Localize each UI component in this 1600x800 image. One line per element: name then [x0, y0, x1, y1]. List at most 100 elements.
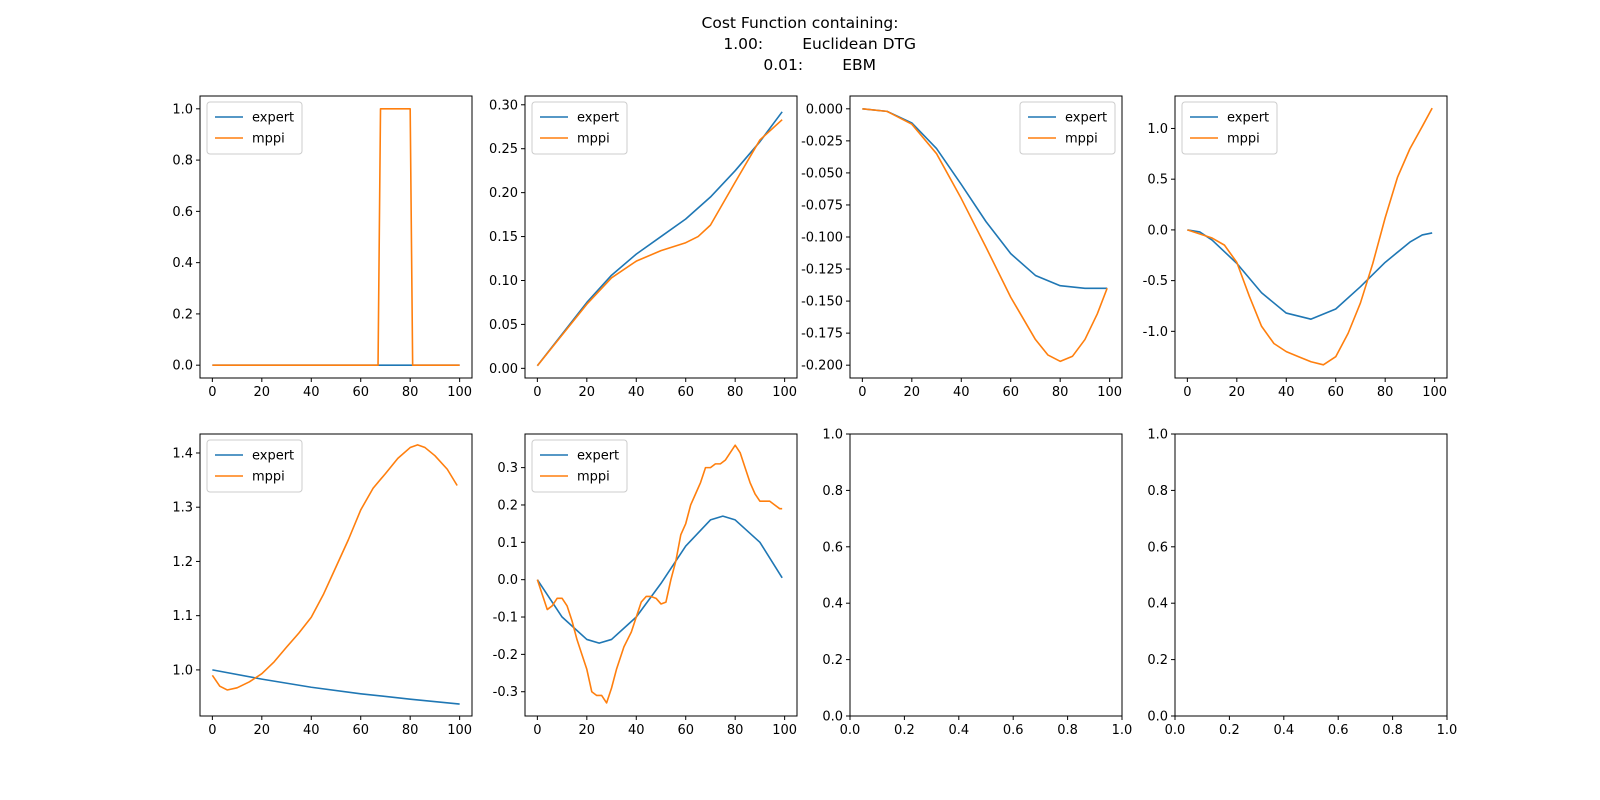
y-tick-label: 1.1: [172, 609, 193, 624]
x-tick-label: 0.0: [1165, 723, 1186, 738]
x-tick-label: 100: [772, 723, 797, 738]
y-tick-label: 0.0: [822, 710, 843, 725]
y-tick-label: 1.0: [822, 428, 843, 443]
y-tick-label: 0.00: [489, 362, 518, 377]
x-tick-label: 60: [1327, 385, 1344, 400]
y-tick-label: 0.30: [489, 98, 518, 113]
y-tick-label: -0.150: [801, 295, 843, 310]
x-tick-label: 20: [1229, 385, 1246, 400]
y-tick-label: 0.8: [172, 154, 193, 169]
y-tick-label: 0.20: [489, 186, 518, 201]
legend-label-mppi: mppi: [252, 132, 285, 147]
legend-box: [1019, 101, 1116, 155]
x-tick-label: 100: [447, 723, 472, 738]
x-tick-label: 80: [1377, 385, 1394, 400]
y-tick-label: -0.125: [801, 263, 843, 278]
legend-label-mppi: mppi: [1227, 132, 1260, 147]
title-line-2: 1.00: Euclidean DTG: [683, 35, 917, 53]
y-tick-label: 0.15: [489, 230, 518, 245]
x-tick-label: 20: [904, 385, 921, 400]
y-tick-label: 0.05: [489, 318, 518, 333]
x-tick-label: 0.4: [1273, 723, 1294, 738]
x-tick-label: 40: [1278, 385, 1295, 400]
title-line-1: Cost Function containing:: [701, 14, 899, 32]
y-tick-label: 0.5: [1147, 173, 1168, 188]
y-tick-label: 1.0: [172, 102, 193, 117]
legend-label-expert: expert: [252, 111, 294, 126]
legend-box: [1181, 101, 1278, 155]
subplot-8: 0.0 0.2 0.4 0.6 0.8 1.0 0.0 0.2 0.4 0.6 0.8 1.0: [1147, 428, 1457, 739]
y-tick-label: 0.6: [172, 205, 193, 220]
y-tick-label: 0.0: [1147, 710, 1168, 725]
subplot-3: 0 20 40 60 80 100 0.000 -0.025 -0.050 -0.075 -0.10…: [801, 95, 1123, 400]
y-tick-label: -0.5: [1143, 274, 1168, 289]
legend: expert mppi: [1181, 101, 1278, 155]
series-line-expert: [536, 111, 783, 367]
axes-frame: [199, 433, 473, 717]
legend-label-expert: expert: [252, 449, 294, 464]
y-tick-label: 0.4: [822, 597, 843, 612]
legend-box: [206, 439, 303, 493]
x-tick-label: 60: [352, 723, 369, 738]
y-tick-label: -0.075: [801, 198, 843, 213]
x-tick-label: 80: [1052, 385, 1069, 400]
legend: expert mppi: [206, 101, 303, 155]
x-tick-label: 40: [953, 385, 970, 400]
y-tick-label: -0.175: [801, 327, 843, 342]
figure-title: Cost Function containing: 1.00: Euclidea…: [0, 13, 1600, 76]
subplot-5: 0 20 40 60 80 100 1.0 1.1 1.2 1.3 1.4 expert mppi: [172, 433, 473, 738]
x-tick-label: 0: [533, 385, 541, 400]
legend: expert mppi: [206, 439, 303, 493]
x-tick-label: 60: [1002, 385, 1019, 400]
x-tick-label: 0: [858, 385, 866, 400]
legend-label-expert: expert: [1065, 111, 1107, 126]
subplot-1: 0 20 40 60 80 100 0.0 0.2 0.4 0.6 0.8 1.0 expert mppi: [172, 95, 473, 400]
y-tick-label: 1.2: [172, 555, 193, 570]
y-tick-label: 0.8: [1147, 484, 1168, 499]
x-tick-label: 80: [402, 723, 419, 738]
subplot-2: 0 20 40 60 80 100 0.00 0.05 0.10 0.15 0.20 0.25 0.30…: [489, 95, 798, 400]
y-tick-label: 0.2: [1147, 653, 1168, 668]
subplot-7: 0.0 0.2 0.4 0.6 0.8 1.0 0.0 0.2 0.4 0.6 0.8 1.0: [822, 428, 1132, 739]
x-tick-label: 0.8: [1057, 723, 1078, 738]
y-tick-label: 0.2: [497, 498, 518, 513]
x-tick-label: 0.8: [1382, 723, 1403, 738]
legend-label-mppi: mppi: [252, 470, 285, 485]
legend-label-expert: expert: [577, 449, 619, 464]
x-tick-label: 0: [1183, 385, 1191, 400]
x-tick-label: 0.0: [840, 723, 861, 738]
legend-box: [206, 101, 303, 155]
x-tick-label: 0.6: [1003, 723, 1024, 738]
y-tick-label: 0.000: [806, 102, 843, 117]
x-tick-label: 40: [628, 723, 645, 738]
y-tick-label: -0.1: [493, 611, 518, 626]
x-tick-label: 20: [254, 385, 271, 400]
y-tick-label: -0.2: [493, 648, 518, 663]
y-tick-label: 1.0: [172, 663, 193, 678]
y-tick-label: 1.0: [1147, 122, 1168, 137]
y-tick-label: -0.100: [801, 231, 843, 246]
y-tick-label: 1.0: [1147, 428, 1168, 443]
x-tick-label: 60: [352, 385, 369, 400]
y-tick-label: 0.4: [1147, 597, 1168, 612]
y-tick-label: -0.200: [801, 359, 843, 374]
title-line-3: 0.01: EBM: [723, 56, 877, 74]
x-tick-label: 100: [447, 385, 472, 400]
y-tick-label: 0.3: [497, 461, 518, 476]
x-tick-label: 100: [772, 385, 797, 400]
x-tick-label: 20: [579, 723, 596, 738]
y-tick-label: 0.2: [172, 307, 193, 322]
y-tick-label: 1.3: [172, 501, 193, 516]
x-tick-label: 1.0: [1112, 723, 1133, 738]
x-tick-label: 100: [1422, 385, 1447, 400]
x-tick-label: 80: [727, 385, 744, 400]
legend: expert mppi: [531, 101, 628, 155]
x-tick-label: 20: [579, 385, 596, 400]
legend-label-expert: expert: [1227, 111, 1269, 126]
series-line-expert: [212, 669, 460, 705]
legend: expert mppi: [1019, 101, 1116, 155]
series-line-mppi: [212, 108, 460, 366]
legend-label-mppi: mppi: [577, 132, 610, 147]
series-line-expert: [1187, 229, 1433, 320]
